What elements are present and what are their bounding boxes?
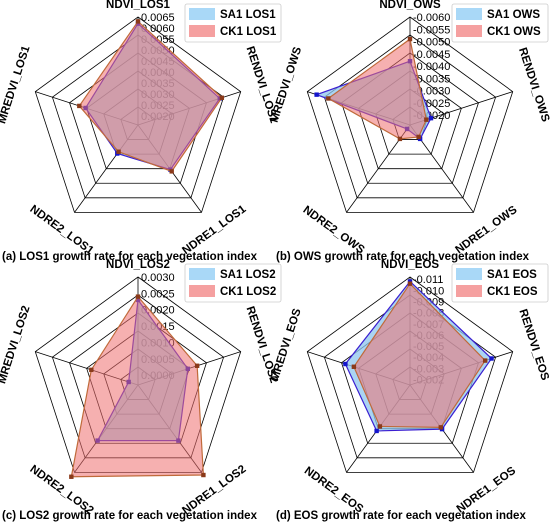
legend-label: CK1 OWS [487, 26, 541, 38]
series-point-sa1 [314, 92, 319, 97]
tick-label: -0.0050 [413, 37, 450, 49]
series-point-ck1 [407, 36, 413, 42]
legend-swatch [456, 25, 482, 37]
tick-label: -0.011 [413, 274, 443, 286]
series-areas [314, 36, 434, 142]
tick-label: 0.0065 [141, 12, 175, 24]
axis-label: NDVI_OWS [379, 0, 441, 11]
axis-label: NDVI_LOS2 [106, 259, 170, 271]
legend: SA1 LOS1 CK1 LOS1 [184, 3, 282, 43]
axis-label: RENDVI_OWS [516, 46, 550, 124]
grid-ring [306, 16, 514, 213]
axis-label: MREDVI_LOS1 [0, 44, 33, 125]
legend-label: SA1 OWS [487, 9, 540, 21]
series-point-sa1 [374, 428, 379, 434]
series-point-ck1 [416, 134, 421, 140]
series-point-ck1 [482, 358, 488, 363]
series-area-ck1 [70, 295, 205, 478]
legend-swatch [189, 25, 215, 37]
series-point-ck1 [326, 96, 331, 101]
series-point-sa1 [343, 361, 348, 367]
axis-label: NDRE1_OWS [453, 204, 519, 257]
series-point-ck1 [194, 363, 200, 368]
tick-label: -0.0040 [413, 61, 450, 73]
grid-ring [323, 294, 497, 459]
legend-swatch [189, 8, 215, 20]
panel-caption: (d) EOS growth rate for each vegetation … [276, 510, 526, 522]
axis-label: NDRE2_OWS [301, 204, 367, 257]
panel-caption: (b) OWS growth rate for each vegetation … [276, 251, 530, 263]
series-point-ck1 [201, 472, 206, 478]
tick-label: -0.0060 [413, 12, 450, 24]
series-point-ck1 [77, 103, 82, 109]
legend-label: SA1 LOS2 [220, 269, 276, 281]
legend-swatch [456, 285, 482, 297]
axis-label: MREDVI_EOS [269, 307, 304, 383]
tick-label: 0.0030 [141, 272, 175, 284]
legend-label: SA1 EOS [487, 269, 537, 281]
legend: SA1 OWS CK1 OWS [451, 3, 549, 43]
tick-label: -0.0055 [413, 24, 450, 36]
panel-b: -0.0020-0.0025-0.0030-0.0035-0.0040-0.00… [269, 0, 550, 263]
series-area-ck1 [78, 20, 223, 173]
tick-label: -0.0035 [413, 73, 450, 85]
panel-caption: (c) LOS2 growth rate for each vegetation… [2, 510, 258, 522]
grid-ring [306, 276, 514, 473]
series-point-ck1 [407, 281, 413, 286]
axis-label: NDVI_EOS [381, 259, 439, 271]
axis-label: NDRE1_LOS1 [180, 203, 249, 257]
grid-ring [34, 16, 242, 213]
panel-a: 0.00200.00250.00300.00350.00400.00450.00… [0, 0, 282, 263]
series-point-ck1 [351, 364, 357, 369]
legend: SA1 EOS CK1 EOS [451, 263, 549, 303]
panel-c: 0.00000.00050.00100.00150.00200.00250.00… [0, 259, 282, 522]
series-point-sa1 [428, 115, 434, 121]
tick-label: -0.0045 [413, 49, 450, 61]
tick-label: 0.0025 [141, 288, 175, 300]
series-point-ck1 [89, 367, 94, 373]
panel-caption: (a) LOS1 growth rate for each vegetation… [2, 251, 258, 263]
legend-label: CK1 LOS1 [220, 26, 277, 38]
axis-label: RENDVI_EOS [516, 308, 550, 383]
legend-label: SA1 LOS1 [220, 9, 276, 21]
series-point-ck1 [69, 474, 74, 479]
series-area-ck1 [327, 38, 427, 140]
legend-swatch [189, 268, 215, 280]
series-area-ck1 [353, 282, 486, 428]
series-areas [77, 19, 225, 174]
legend-label: CK1 LOS2 [220, 286, 276, 298]
series-point-ck1 [116, 149, 121, 154]
series-areas [69, 294, 206, 479]
series-point-ck1 [424, 117, 429, 122]
series-point-ck1 [438, 425, 443, 430]
series-areas [343, 279, 494, 434]
series-point-sa1 [407, 279, 413, 284]
axis-label: MREDVI_OWS [269, 45, 305, 124]
legend-label: CK1 EOS [487, 286, 538, 298]
legend-swatch [456, 8, 482, 20]
series-point-ck1 [397, 136, 403, 142]
series-point-ck1 [169, 169, 174, 174]
series-point-ck1 [219, 95, 225, 100]
panel-d: -0.002-0.003-0.004-0.005-0.006-0.007-0.0… [269, 259, 550, 522]
legend-swatch [189, 285, 215, 297]
axis-label: NDVI_LOS1 [106, 0, 171, 11]
series-point-ck1 [135, 19, 141, 24]
axis-label: NDRE2_LOS1 [28, 203, 97, 257]
axis-label: MREDVI_LOS2 [0, 304, 33, 385]
legend-swatch [456, 268, 482, 280]
series-point-sa1 [489, 356, 494, 361]
series-point-ck1 [135, 294, 141, 299]
legend: SA1 LOS2 CK1 LOS2 [184, 263, 282, 303]
series-point-ck1 [377, 424, 383, 429]
